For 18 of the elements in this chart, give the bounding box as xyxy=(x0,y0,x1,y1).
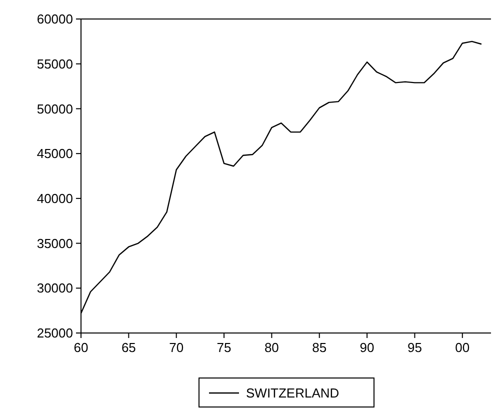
y-tick-label: 60000 xyxy=(36,12,73,27)
x-tick-label: 95 xyxy=(407,340,422,355)
legend-label: SWITZERLAND xyxy=(246,386,340,401)
y-tick-label: 45000 xyxy=(36,146,73,162)
x-tick-label: 00 xyxy=(455,340,470,355)
y-tick-label: 55000 xyxy=(36,56,73,72)
y-tick-label: 40000 xyxy=(36,190,73,206)
x-tick-label: 80 xyxy=(264,340,279,355)
x-tick-label: 65 xyxy=(121,340,136,355)
y-tick-label: 50000 xyxy=(36,101,73,116)
y-tick-label: 30000 xyxy=(36,280,73,296)
x-tick-label: 70 xyxy=(169,340,184,355)
x-tick-label: 60 xyxy=(74,340,88,355)
y-tick-label: 35000 xyxy=(36,236,73,251)
x-tick-label: 75 xyxy=(216,340,232,355)
x-tick-label: 90 xyxy=(360,340,374,355)
x-tick-label: 85 xyxy=(312,340,327,355)
y-tick-label: 25000 xyxy=(36,326,73,341)
